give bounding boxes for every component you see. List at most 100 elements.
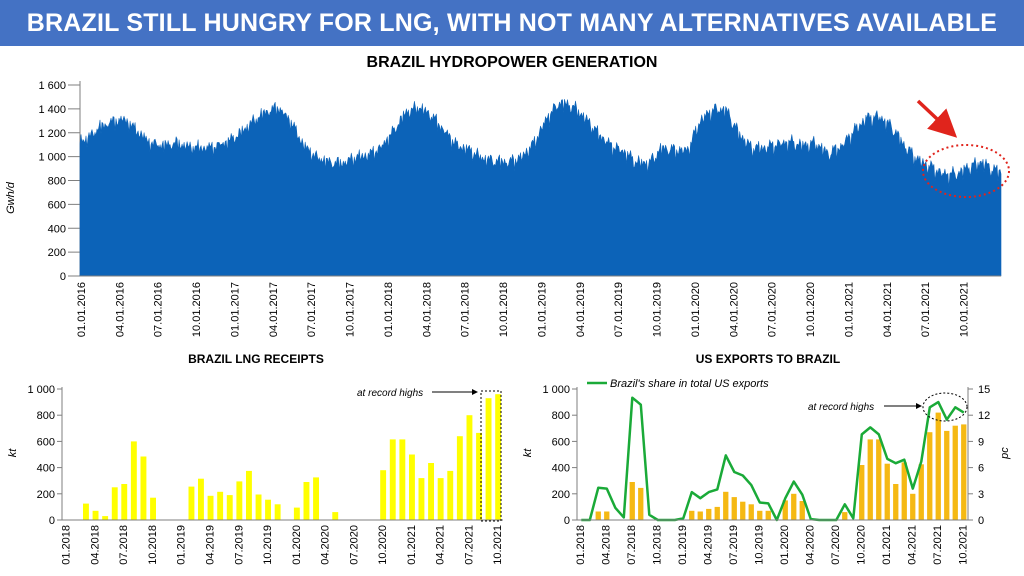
- lng-x-tick-label: 04.2019: [205, 525, 217, 565]
- hydro-x-tick-label: 10.01.2020: [805, 282, 817, 337]
- us-exports-bar: [791, 493, 797, 520]
- us-exports-bar: [706, 508, 712, 520]
- lng-bar: [495, 394, 502, 520]
- us-exports-bar: [867, 439, 873, 520]
- us-exports-x-tick-label: 10.2018: [652, 525, 664, 565]
- hydro-y-tick-label: 600: [48, 199, 66, 211]
- lng-bar: [418, 478, 425, 520]
- lng-x-tick-label: 07.2020: [348, 525, 360, 565]
- hydro-chart: BRAZIL HYDROPOWER GENERATION Gwh/d 0 200 4…: [5, 54, 1010, 337]
- us-exports-x-tick-label: 07.2021: [932, 525, 944, 565]
- lng-bar: [409, 454, 415, 520]
- lng-bar: [476, 432, 482, 520]
- hydro-x-tick-label: 04.01.2021: [882, 282, 894, 337]
- lng-bar: [150, 497, 156, 520]
- us-record-highs-note: at record highs: [808, 402, 874, 413]
- chart-canvas: BRAZIL HYDROPOWER GENERATION Gwh/d 0 200 4…: [5, 54, 1011, 565]
- hydro-x-tick-label: 01.01.2019: [536, 282, 548, 337]
- lng-bar: [130, 441, 137, 520]
- lng-bar: [255, 494, 262, 520]
- lng-bar: [83, 503, 89, 520]
- hydro-x-tick-label: 01.01.2018: [383, 282, 395, 337]
- hydro-x-tick-label: 07.01.2021: [920, 282, 932, 337]
- us-exports-x-tick-label: 07.2019: [728, 525, 740, 565]
- us-exports-x-tick-label: 01.2019: [677, 525, 689, 565]
- hydro-y-tick-label: 1 600: [38, 80, 66, 92]
- us-exports-bar: [697, 511, 703, 520]
- us-exports-bar: [595, 511, 601, 520]
- hydro-x-tick-label: 04.01.2020: [728, 282, 740, 337]
- lng-bar: [447, 470, 454, 520]
- hydro-x-tick-label: 07.01.2020: [767, 282, 779, 337]
- hydro-y-tick-label: 1 200: [38, 128, 66, 140]
- us-exports-bar: [629, 482, 635, 520]
- us-exports-y-tick-label: 1 000: [542, 384, 570, 396]
- lng-bar: [274, 504, 281, 520]
- us-exports-x-tick-label: 10.2020: [856, 525, 868, 565]
- us-exports-y-tick-label: 0: [564, 515, 570, 527]
- red-dotted-ellipse: [922, 144, 1010, 198]
- lng-receipts-chart: BRAZIL LNG RECEIPTS kt 0 200 400 600 800 1 00…: [7, 352, 504, 565]
- lng-x-tick-label: 10.2020: [377, 525, 389, 565]
- hydro-y-tick-label: 200: [48, 247, 66, 259]
- us-exports-x-tick-label: 01.2020: [779, 525, 791, 565]
- lng-x-tick-label: 07.2019: [233, 525, 245, 565]
- us-exports-y2-tick-label: 3: [978, 489, 984, 501]
- us-exports-x-tick-label: 04.2018: [601, 525, 613, 565]
- us-exports-x-tick-label: 10.2021: [958, 525, 970, 565]
- us-exports-bar: [689, 510, 695, 520]
- lng-record-box: [480, 390, 502, 522]
- lng-bar: [111, 487, 118, 521]
- lng-bar: [389, 439, 396, 520]
- banner-title: BRAZIL STILL HUNGRY FOR LNG, WITH NOT MA…: [0, 0, 1024, 46]
- hydro-x-tick-label: 07.01.2019: [613, 282, 625, 337]
- lng-bar: [313, 477, 319, 520]
- us-exports-x-tick-label: 04.2019: [703, 525, 715, 565]
- lng-bar: [303, 482, 310, 520]
- us-exports-bar: [748, 504, 754, 520]
- hydro-y-axis-label: Gwh/d: [5, 181, 17, 214]
- legend-label: Brazil's share in total US exports: [610, 378, 769, 390]
- lng-x-tick-label: 04.2018: [89, 525, 101, 565]
- hydro-x-tick-label: 04.01.2016: [114, 282, 126, 337]
- lng-x-tick-label: 07.2018: [118, 525, 130, 565]
- lng-y-tick-label: 200: [37, 489, 55, 501]
- lng-bar: [332, 512, 339, 520]
- hydro-y-tick-label: 1 400: [38, 104, 66, 116]
- lng-x-tick-label: 10.2019: [262, 525, 274, 565]
- hydro-x-tick-label: 01.01.2021: [843, 282, 855, 337]
- lng-x-tick-label: 04.2020: [320, 525, 332, 565]
- lng-bar: [236, 481, 243, 520]
- lng-y-tick-label: 600: [37, 436, 55, 448]
- hydro-x-tick-label: 07.01.2017: [306, 282, 318, 337]
- lng-bar: [485, 398, 492, 520]
- hydro-x-tick-label: 07.01.2016: [153, 282, 165, 337]
- us-exports-y2-tick-label: 15: [978, 384, 990, 396]
- lng-bar: [265, 499, 271, 520]
- hydro-x-tick-label: 01.01.2016: [76, 282, 88, 337]
- lng-bar: [198, 478, 204, 520]
- lng-x-tick-label: 04.2021: [435, 525, 447, 565]
- hydro-chart-title: BRAZIL HYDROPOWER GENERATION: [367, 54, 658, 71]
- us-exports-chart: US EXPORTS TO BRAZIL kt pc 0 200 400 600 800…: [522, 352, 1011, 565]
- hydro-x-tick-label: 10.01.2021: [959, 282, 971, 337]
- us-exports-bar: [927, 432, 933, 520]
- us-exports-y-tick-label: 600: [552, 436, 570, 448]
- us-exports-bar: [842, 512, 848, 520]
- us-exports-bar: [935, 412, 941, 520]
- lng-bar: [380, 470, 387, 520]
- hydro-x-tick-label: 10.01.2016: [191, 282, 203, 337]
- us-exports-y-tick-label: 800: [552, 410, 570, 422]
- us-exports-bar: [723, 491, 729, 520]
- lng-x-tick-label: 10.2018: [147, 525, 159, 565]
- us-exports-y-axis-label: kt: [522, 448, 534, 458]
- us-exports-bar: [910, 493, 916, 520]
- lng-y-axis-label: kt: [7, 448, 19, 458]
- lng-record-arrowhead: [472, 389, 478, 395]
- us-exports-x-tick-label: 01.2018: [575, 525, 587, 565]
- lng-bar: [92, 510, 99, 520]
- lng-x-tick-label: 01.2020: [291, 525, 303, 565]
- lng-bar: [226, 495, 233, 520]
- us-exports-x-tick-label: 04.2020: [805, 525, 817, 565]
- us-record-arrowhead: [916, 403, 922, 409]
